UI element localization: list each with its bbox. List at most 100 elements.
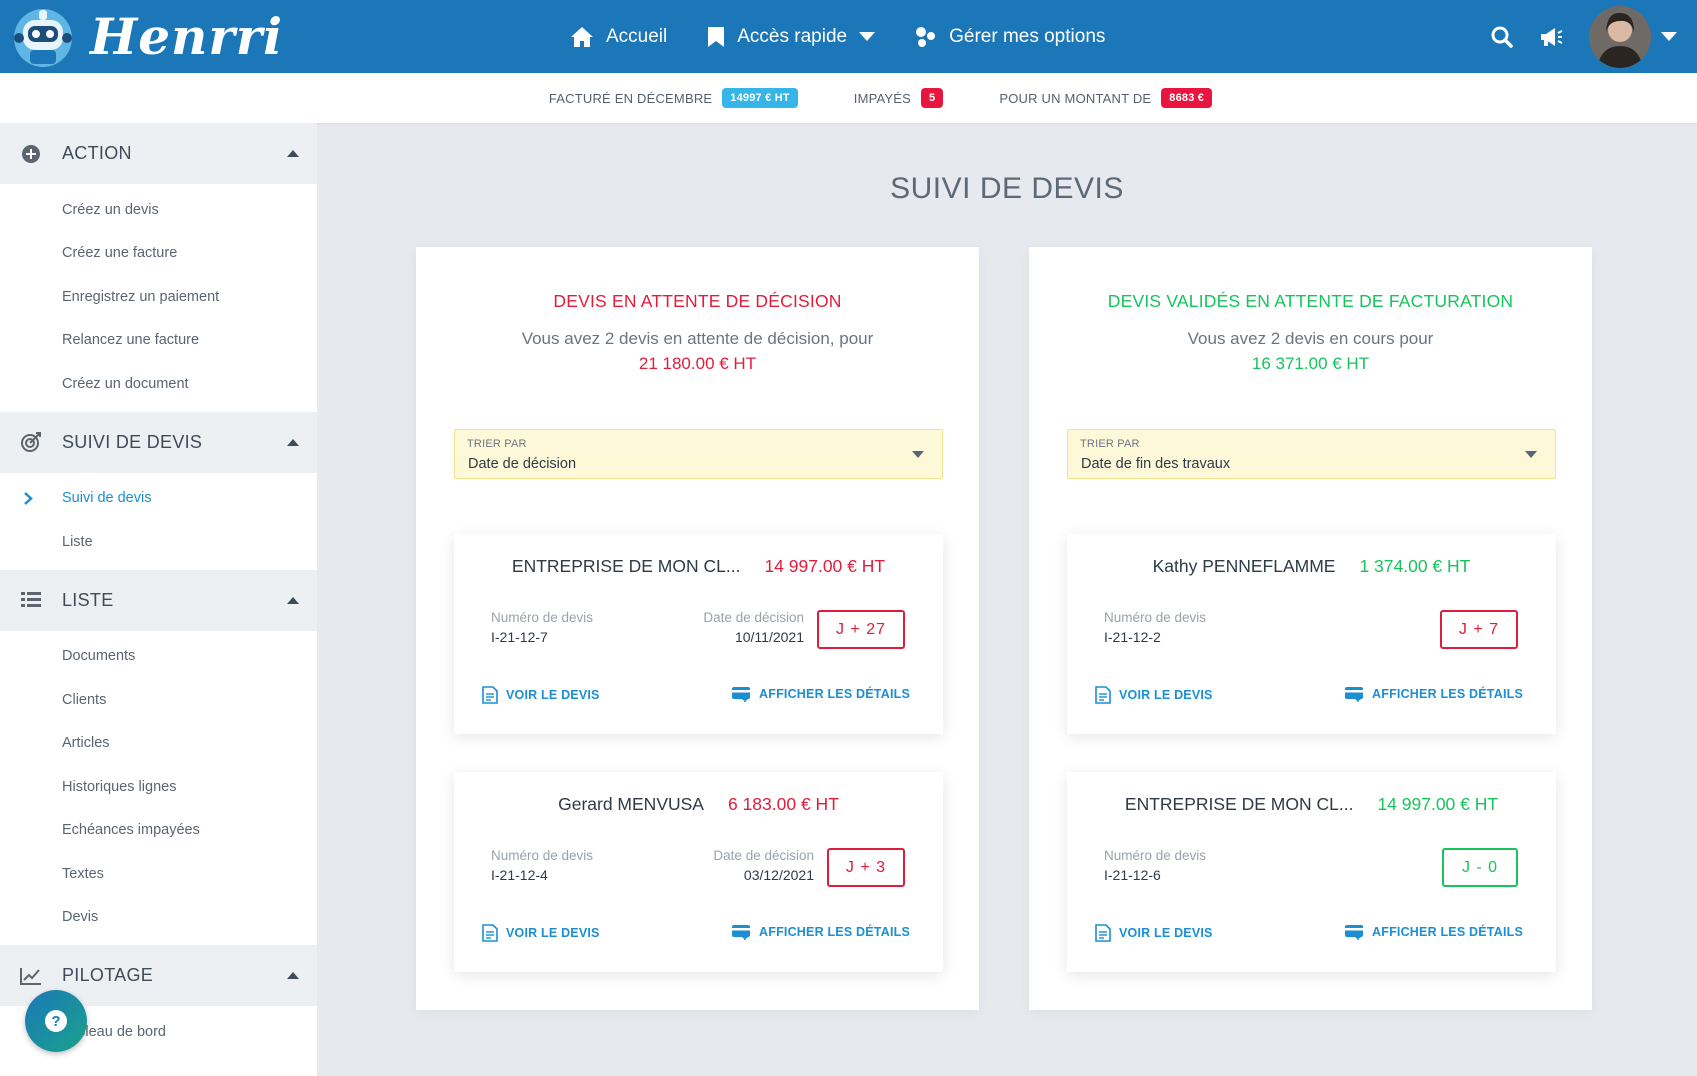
- show-details-link[interactable]: AFFICHER LES DÉTAILS: [1344, 924, 1523, 940]
- quote-amount: 6 183.00 € HT: [727, 794, 839, 814]
- nav-quick-access-label: Accès rapide: [737, 25, 848, 47]
- show-details-label: AFFICHER LES DÉTAILS: [759, 687, 910, 701]
- client-name: ENTREPRISE DE MON CL...: [511, 556, 741, 576]
- show-details-link[interactable]: AFFICHER LES DÉTAILS: [731, 686, 910, 702]
- nav-quick-access[interactable]: Accès rapide: [707, 25, 876, 48]
- quote-card: ENTREPRISE DE MON CL... 14 997.00 € HT N…: [1067, 772, 1556, 972]
- show-details-label: AFFICHER LES DÉTAILS: [759, 925, 910, 939]
- sidebar-item-create-document[interactable]: Créez un document: [62, 375, 189, 392]
- user-menu-caret-icon[interactable]: [1661, 31, 1677, 42]
- sidebar-item-quote-tracking[interactable]: Suivi de devis: [0, 477, 317, 521]
- pending-decision-panel: DEVIS EN ATTENTE DE DÉCISION Vous avez 2…: [416, 247, 979, 1010]
- quote-card: ENTREPRISE DE MON CL... 14 997.00 € HT N…: [454, 534, 943, 734]
- quote-number: I-21-12-2: [1104, 629, 1161, 645]
- stat-invoiced-badge: 14997 € HT: [722, 88, 798, 108]
- sort-select[interactable]: TRIER PAR Date de fin des travaux: [1067, 429, 1556, 479]
- stat-unpaid[interactable]: IMPAYÉS 5: [854, 88, 944, 108]
- sidebar-list-steering: Tableau de bord: [0, 1006, 317, 1060]
- quote-number-label: Numéro de devis: [1104, 848, 1207, 863]
- sidebar-section-steering[interactable]: PILOTAGE: [0, 945, 317, 1006]
- help-button[interactable]: ?: [25, 990, 87, 1052]
- target-icon: [21, 432, 41, 452]
- sidebar-item-create-invoice[interactable]: Créez une facture: [62, 245, 178, 262]
- sidebar-section-list[interactable]: LISTE: [0, 569, 317, 631]
- card-details-icon: [1345, 687, 1363, 702]
- sidebar-section-title: LISTE: [62, 589, 114, 610]
- sidebar-list-action: Créez un devis Créez une facture Enregis…: [0, 184, 317, 412]
- show-details-link[interactable]: AFFICHER LES DÉTAILS: [731, 924, 910, 940]
- home-icon: [571, 26, 593, 47]
- collapse-arrow-icon[interactable]: [287, 596, 299, 604]
- card-details-icon: [732, 925, 750, 940]
- stat-unpaid-badge: 5: [921, 88, 944, 108]
- sidebar-item-dashboard[interactable]: Tableau de bord: [62, 1023, 166, 1040]
- bookmark-icon: [708, 26, 725, 47]
- stat-amount[interactable]: POUR UN MONTANT DE 8683 €: [999, 88, 1213, 108]
- sidebar-section-title: ACTION: [62, 143, 132, 163]
- show-details-link[interactable]: AFFICHER LES DÉTAILS: [1344, 686, 1523, 702]
- sidebar-section-action[interactable]: ACTION: [0, 123, 317, 184]
- sidebar-item-documents[interactable]: Documents: [62, 648, 136, 665]
- sidebar-section-title: PILOTAGE: [62, 965, 154, 985]
- days-badge: J + 3: [827, 848, 905, 887]
- quote-amount: 1 374.00 € HT: [1359, 556, 1471, 576]
- stat-unpaid-label: IMPAYÉS: [853, 90, 912, 106]
- sidebar: ACTION Créez un devis Créez une facture …: [0, 123, 317, 1076]
- top-navbar: Henrri Accueil Accès rapide Gérer mes op…: [0, 0, 1697, 73]
- sidebar-item-quote-list[interactable]: Liste: [62, 533, 93, 550]
- nav-options[interactable]: Gérer mes options: [915, 26, 1105, 48]
- sidebar-item-texts[interactable]: Textes: [62, 865, 104, 882]
- panel-title: DEVIS VALIDÉS EN ATTENTE DE FACTURATION: [1107, 291, 1514, 311]
- quote-number: I-21-12-4: [491, 867, 548, 883]
- page-title: SUIVI DE DEVIS: [890, 172, 1124, 205]
- sidebar-item-quotes[interactable]: Devis: [62, 909, 99, 926]
- days-badge: J + 7: [1440, 610, 1518, 649]
- stat-invoiced[interactable]: FACTURÉ EN DÉCEMBRE 14997 € HT: [549, 88, 798, 108]
- view-quote-label: VOIR LE DEVIS: [1119, 926, 1213, 940]
- sort-label: TRIER PAR: [1080, 438, 1140, 450]
- sidebar-item-articles[interactable]: Articles: [62, 735, 110, 752]
- sidebar-item-create-quote[interactable]: Créez un devis: [62, 201, 159, 218]
- nav-home[interactable]: Accueil: [570, 26, 667, 48]
- quote-card: Kathy PENNEFLAMME 1 374.00 € HT Numéro d…: [1067, 534, 1556, 734]
- decision-date-label: Date de décision: [703, 610, 804, 625]
- decision-date: 10/11/2021: [734, 629, 804, 645]
- sidebar-section-quote-tracking[interactable]: SUIVI DE DEVIS: [0, 411, 317, 473]
- sidebar-item-label: Suivi de devis: [62, 490, 152, 507]
- search-icon[interactable]: [1491, 26, 1513, 48]
- sort-select[interactable]: TRIER PAR Date de décision: [454, 429, 943, 479]
- megaphone-icon[interactable]: [1539, 26, 1563, 48]
- panel-total-amount: 16 371.00 € HT: [1251, 354, 1370, 373]
- sidebar-list-quote-tracking: Suivi de devis Liste: [0, 473, 317, 570]
- app-logo[interactable]: Henrri: [10, 4, 283, 70]
- sidebar-item-remind-invoice[interactable]: Relancez une facture: [62, 332, 200, 349]
- view-quote-label: VOIR LE DEVIS: [506, 926, 600, 940]
- view-quote-link[interactable]: VOIR LE DEVIS: [1095, 924, 1213, 942]
- stat-amount-label: POUR UN MONTANT DE: [999, 90, 1152, 106]
- chart-line-icon: [20, 967, 41, 985]
- validated-awaiting-invoice-panel: DEVIS VALIDÉS EN ATTENTE DE FACTURATION …: [1029, 247, 1592, 1010]
- quote-number: I-21-12-7: [491, 629, 548, 645]
- chevron-right-icon: [24, 491, 33, 505]
- nav-options-label: Gérer mes options: [949, 25, 1106, 47]
- view-quote-link[interactable]: VOIR LE DEVIS: [482, 686, 600, 704]
- panel-description: Vous avez 2 devis en attente de décision…: [521, 329, 874, 348]
- sidebar-item-line-history[interactable]: Historiques lignes: [62, 778, 177, 795]
- client-name: Kathy PENNEFLAMME: [1152, 556, 1336, 576]
- sidebar-item-record-payment[interactable]: Enregistrez un paiement: [62, 288, 220, 305]
- stat-amount-badge: 8683 €: [1161, 88, 1213, 108]
- sidebar-item-unpaid-deadlines[interactable]: Echéances impayées: [62, 822, 200, 839]
- sort-value: Date de décision: [468, 456, 577, 472]
- card-details-icon: [1345, 925, 1363, 940]
- quote-amount: 14 997.00 € HT: [764, 556, 886, 576]
- sidebar-item-clients[interactable]: Clients: [62, 691, 107, 708]
- caret-down-icon: [1525, 451, 1537, 458]
- view-quote-link[interactable]: VOIR LE DEVIS: [482, 924, 600, 942]
- quote-number: I-21-12-6: [1104, 867, 1161, 883]
- user-avatar[interactable]: [1589, 5, 1651, 68]
- collapse-arrow-icon[interactable]: [287, 438, 299, 446]
- view-quote-label: VOIR LE DEVIS: [506, 688, 600, 702]
- collapse-arrow-icon[interactable]: [287, 971, 299, 979]
- collapse-arrow-icon[interactable]: [287, 149, 299, 157]
- view-quote-link[interactable]: VOIR LE DEVIS: [1095, 686, 1213, 704]
